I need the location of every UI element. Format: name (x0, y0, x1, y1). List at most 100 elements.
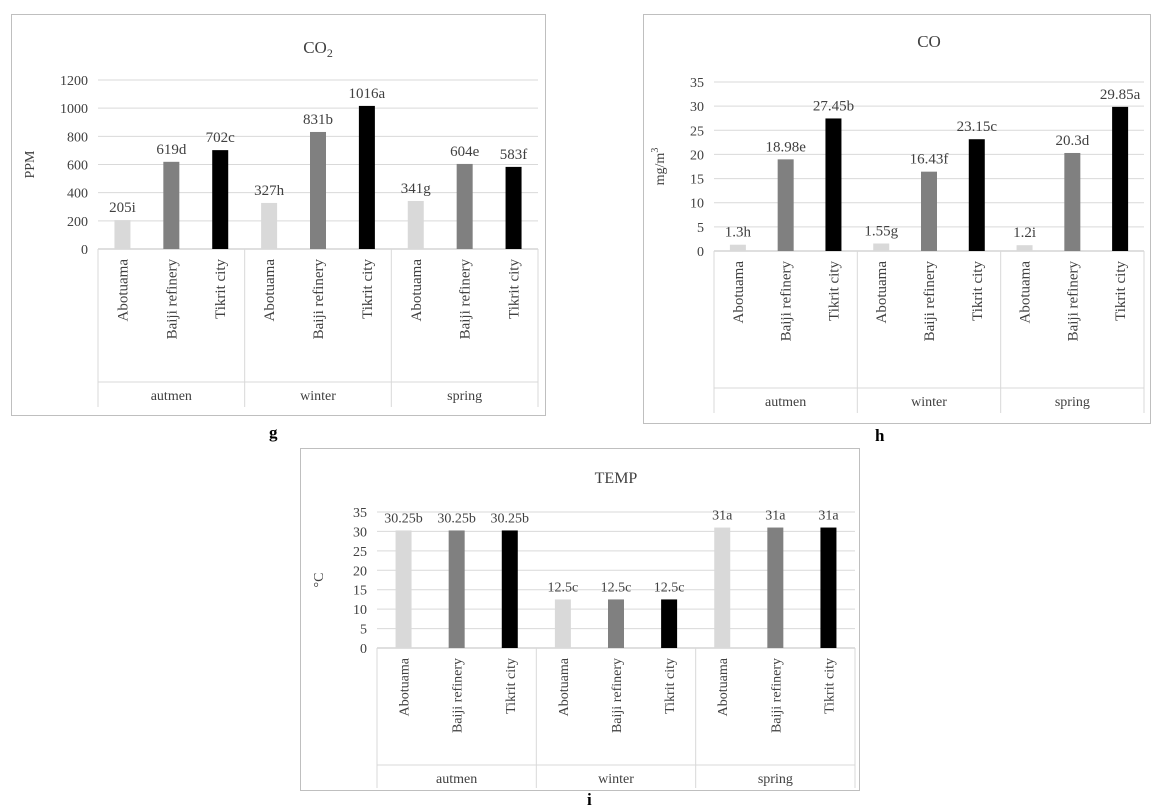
bar (358, 105, 375, 249)
data-label: 1.3h (725, 225, 752, 241)
y-tick-label: 10 (353, 603, 367, 618)
bar (921, 171, 937, 251)
data-label: 205i (109, 200, 136, 216)
data-label: 30.25b (491, 511, 530, 526)
data-label: 16.43f (910, 152, 949, 168)
data-label: 341g (401, 181, 432, 197)
y-tick-label: 1200 (60, 74, 88, 89)
category-label: Baiji refinery (779, 261, 795, 342)
group-label: autmen (436, 772, 477, 787)
data-label: 31a (818, 509, 839, 524)
chart-panel-co: 0 5 10 15 20 25 30 35 CO mg/m3 1.3h Abotuama 18.98e B… (643, 14, 1151, 424)
group-label: autmen (765, 395, 806, 410)
y-tick-label: 0 (360, 642, 367, 657)
group-label: spring (1055, 395, 1090, 410)
data-label: 12.5c (654, 580, 685, 595)
category-label: Tikrit city (213, 259, 229, 319)
y-axis-label: mg/m3 (650, 148, 668, 186)
category-label: Baiji refinery (769, 658, 784, 733)
category-label: Abotuama (115, 259, 131, 322)
bar (968, 139, 985, 251)
chart-panel-co2: 0 200 400 600 800 1000 1200 CO2 PPM 205i Abotuama 6… (11, 14, 546, 416)
category-label: Abotuama (398, 657, 413, 716)
y-tick-label: 400 (67, 187, 88, 202)
y-axis-label: PPM (23, 150, 38, 179)
bar (767, 527, 784, 648)
bar (448, 530, 465, 648)
group-label: winter (598, 772, 634, 787)
bar (395, 530, 412, 648)
data-label: 1016a (349, 86, 386, 102)
data-label: 31a (712, 509, 733, 524)
chart-title: CO (917, 32, 941, 51)
y-tick-label: 25 (690, 124, 704, 139)
category-label: Baiji refinery (1065, 261, 1081, 342)
bar (1112, 106, 1129, 251)
category-label: Baiji refinery (451, 658, 466, 733)
category-label: Abotuama (409, 259, 425, 322)
group-label: spring (758, 772, 793, 787)
data-label: 23.15c (957, 119, 998, 135)
y-tick-label: 20 (690, 148, 704, 163)
y-tick-label: 30 (690, 100, 704, 115)
bar (501, 530, 518, 648)
data-label: 18.98e (765, 139, 806, 155)
group-label: spring (447, 389, 482, 404)
bar (820, 527, 837, 648)
data-label: 702c (206, 130, 236, 146)
category-label: Abotuama (874, 261, 890, 324)
y-tick-label: 800 (67, 130, 88, 145)
y-tick-label: 15 (353, 584, 367, 599)
group-label: winter (911, 395, 947, 410)
data-label: 30.25b (437, 511, 476, 526)
chart-title: TEMP (595, 470, 638, 487)
data-label: 29.85a (1100, 87, 1141, 103)
category-label: Baiji refinery (164, 259, 180, 340)
data-label: 12.5c (601, 580, 632, 595)
y-tick-label: 25 (353, 545, 367, 560)
bar (873, 243, 890, 251)
bar (825, 118, 842, 251)
y-tick-label: 15 (690, 173, 704, 188)
bar (261, 202, 278, 249)
data-label: 30.25b (384, 511, 423, 526)
y-tick-label: 600 (67, 159, 88, 174)
bar (456, 163, 473, 249)
bar (1064, 152, 1081, 251)
category-label: Baiji refinery (311, 259, 327, 340)
bar (554, 599, 571, 648)
category-label: Abotuama (557, 657, 572, 716)
data-label: 1.2i (1013, 225, 1036, 241)
category-label: Abotuama (1018, 261, 1034, 324)
y-tick-label: 10 (690, 197, 704, 212)
bar (714, 527, 731, 648)
y-tick-label: 30 (353, 525, 367, 540)
category-label: Tikrit city (970, 261, 986, 321)
y-tick-label: 35 (353, 506, 367, 521)
y-tick-label: 0 (697, 245, 704, 260)
category-label: Tikrit city (1113, 261, 1129, 321)
bar (114, 220, 131, 249)
bar (505, 166, 522, 249)
data-label: 619d (156, 142, 187, 158)
data-label: 27.45b (813, 98, 854, 114)
panel-label-h: h (875, 426, 885, 445)
chart-co: 0 5 10 15 20 25 30 35 CO mg/m3 1.3h Abotuama 18.98e B… (650, 32, 1145, 413)
y-tick-label: 1000 (60, 102, 88, 117)
bar (661, 599, 678, 648)
group-label: winter (300, 389, 336, 404)
data-label: 20.3d (1055, 133, 1089, 149)
bar (310, 131, 326, 249)
category-label: Baiji refinery (610, 658, 625, 733)
y-axis-label: °C (312, 573, 327, 588)
category-label: Tikrit city (826, 261, 842, 321)
bar (163, 161, 180, 249)
y-tick-label: 0 (81, 243, 88, 258)
y-tick-label: 5 (360, 623, 367, 638)
category-label: Abotuama (731, 261, 747, 324)
group-label: autmen (151, 389, 192, 404)
y-tick-label: 35 (690, 76, 704, 91)
data-label: 583f (500, 147, 528, 163)
y-tick-label: 5 (697, 221, 704, 236)
bar (1016, 245, 1033, 251)
